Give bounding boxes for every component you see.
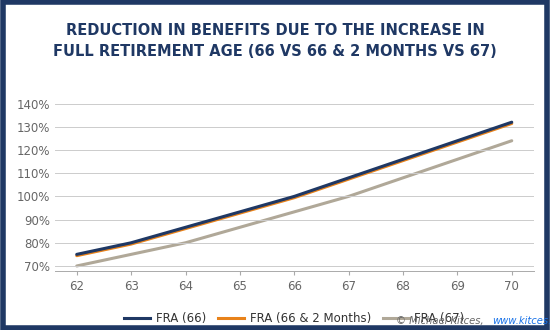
Text: www.kitces.com: www.kitces.com	[492, 316, 550, 326]
Text: REDUCTION IN BENEFITS DUE TO THE INCREASE IN
FULL RETIREMENT AGE (66 VS 66 & 2 M: REDUCTION IN BENEFITS DUE TO THE INCREAS…	[53, 23, 497, 59]
Text: © Michael Kitces,: © Michael Kitces,	[396, 316, 487, 326]
Legend: FRA (66), FRA (66 & 2 Months), FRA (67): FRA (66), FRA (66 & 2 Months), FRA (67)	[119, 308, 470, 330]
